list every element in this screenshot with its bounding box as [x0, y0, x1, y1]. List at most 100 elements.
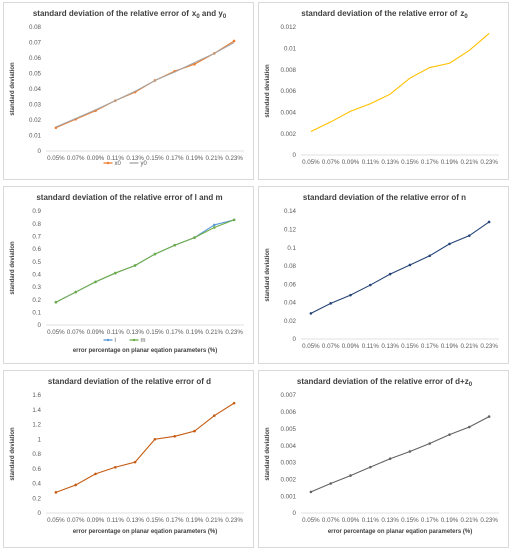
- c1-title-part-1: 0: [464, 14, 468, 20]
- c1-xtick-label: 0.17%: [421, 159, 439, 166]
- c4-xtick-label: 0.09%: [87, 517, 105, 524]
- c1-title-main: standard deviation of the relative error…: [301, 9, 457, 18]
- c5-xtick-label: 0.19%: [441, 517, 459, 524]
- chart-z0-svg: standard deviation of the relative error…: [265, 9, 499, 166]
- c1-xtick-label: 0.11%: [362, 159, 380, 166]
- c5-series-0-point: [329, 482, 332, 485]
- c5-series-0-point: [448, 433, 451, 436]
- c3-xtick-label: 0.17%: [421, 343, 439, 350]
- c0-ytick-label: 0: [38, 148, 42, 155]
- c1-ytick-label: 0.006: [281, 88, 297, 95]
- c0-ytick-label: 0.06: [29, 55, 42, 62]
- c5-title-part-0: 0: [469, 382, 473, 388]
- c2-series-1-point: [114, 271, 117, 275]
- c0-ytick-label: 0.05: [29, 71, 42, 78]
- c0-ytick-label: 0.07: [29, 40, 42, 47]
- c2-ytick-label: 0.9: [32, 208, 41, 215]
- c0-ytick-label: 0.01: [29, 133, 42, 140]
- c2-series-1-point: [153, 252, 157, 256]
- c1-series-0-line: [310, 32, 490, 133]
- c0-title-part-3: 0: [223, 14, 227, 20]
- c0-y-axis-label: standard deviation: [10, 62, 16, 116]
- c5-series-0-point: [428, 442, 431, 445]
- c2-xtick-label: 0.17%: [166, 329, 184, 336]
- chart-panel-d: standard deviation of the relative error…: [3, 370, 254, 548]
- c3-ytick-label: 0.02: [284, 318, 297, 325]
- c4-ytick-label: 1.2: [32, 422, 41, 429]
- c0-ytick-label: 0.04: [29, 86, 42, 93]
- c5-xtick-label: 0.21%: [461, 517, 479, 524]
- c4-xtick-label: 0.17%: [166, 517, 184, 524]
- c2-title-main: standard deviation of the relative error…: [36, 193, 222, 202]
- c2-ytick-label: 0.5: [32, 259, 41, 266]
- c0-xtick-label: 0.09%: [87, 155, 105, 162]
- c5-ytick-label: 0.002: [281, 476, 297, 483]
- c0-xtick-label: 0.17%: [166, 155, 184, 162]
- chart-panel-z0: standard deviation of the relative error…: [258, 2, 509, 180]
- c2-series-1-point: [173, 243, 176, 247]
- c4-xtick-label: 0.23%: [225, 517, 243, 524]
- c5-xtick-label: 0.13%: [381, 517, 399, 524]
- c2-ytick-label: 0.7: [32, 234, 41, 241]
- c2-series-1-point: [74, 290, 77, 294]
- c2-series-1-point: [94, 280, 97, 284]
- c0-xtick-label: 0.07%: [67, 155, 85, 162]
- chart-panel-x0-y0: standard deviation of the relative error…: [3, 2, 254, 180]
- c2-ytick-label: 0.4: [32, 272, 41, 279]
- chart-x0-y0-svg: standard deviation of the relative error…: [10, 9, 244, 167]
- c3-series-0-line: [310, 221, 490, 314]
- c3-xtick-label: 0.23%: [480, 343, 498, 350]
- c4-x-axis-label: error percentage on planar eqation param…: [73, 529, 217, 535]
- c2-series-1-point: [193, 236, 196, 239]
- c4-ytick-label: 0: [38, 510, 42, 517]
- c1-xtick-label: 0.09%: [342, 159, 360, 166]
- c5-series-0-point: [487, 415, 491, 418]
- c1-title: standard deviation of the relative error…: [301, 9, 468, 20]
- c3-series-0-point: [428, 254, 431, 258]
- c5-xtick-label: 0.23%: [480, 517, 498, 524]
- c3-ytick-label: 0: [293, 336, 297, 343]
- c3-xtick-label: 0.15%: [401, 343, 419, 350]
- chart-n-svg: standard deviation of the relative error…: [265, 193, 499, 350]
- c3-xtick-label: 0.21%: [461, 343, 479, 350]
- c0-xtick-label: 0.13%: [126, 155, 144, 162]
- c5-ytick-label: 0: [293, 510, 297, 517]
- c3-series-0-point: [309, 312, 313, 315]
- c4-ytick-label: 1.4: [32, 407, 41, 414]
- c1-y-axis-label: standard deviation: [265, 64, 271, 118]
- c2-xtick-label: 0.07%: [67, 329, 85, 336]
- c2-series-0-line: [55, 219, 235, 303]
- c3-series-0-point: [468, 234, 471, 237]
- c2-series-1-point: [133, 264, 137, 267]
- c5-series-0-point: [309, 490, 313, 494]
- c4-ytick-label: 0.4: [32, 481, 41, 488]
- c4-xtick-label: 0.05%: [47, 517, 65, 524]
- c2-title: standard deviation of the relative error…: [36, 193, 222, 202]
- c2-series-1-point: [54, 300, 58, 304]
- c0-legend-marker-0: [106, 161, 110, 165]
- c3-xtick-label: 0.09%: [342, 343, 360, 350]
- c2-series-1-line: [55, 219, 235, 303]
- c4-series-0-point: [173, 435, 176, 438]
- c1-ytick-label: 0.008: [281, 67, 297, 74]
- c0-ytick-label: 0.08: [29, 24, 42, 31]
- c0-title: standard deviation of the relative error…: [33, 9, 227, 20]
- c1-xtick-label: 0.15%: [401, 159, 419, 166]
- c4-series-0-point: [232, 401, 236, 405]
- c5-x-axis-label: error percentage on planar eqation param…: [328, 529, 472, 535]
- c1-ytick-label: 0.012: [281, 24, 297, 31]
- c2-ytick-label: 0.8: [32, 221, 41, 228]
- chart-panel-l-m: standard deviation of the relative error…: [3, 186, 254, 364]
- c5-title: standard deviation of the relative error…: [297, 377, 473, 388]
- c5-series-0-point: [388, 457, 392, 461]
- c2-xtick-label: 0.15%: [146, 329, 164, 336]
- c2-xtick-label: 0.11%: [107, 329, 125, 336]
- c2-ytick-label: 0: [38, 322, 42, 329]
- c4-title-main: standard deviation of the relative error…: [48, 377, 211, 386]
- c3-series-0-point: [388, 272, 392, 276]
- c3-series-0-point: [349, 293, 352, 297]
- c0-xtick-label: 0.15%: [146, 155, 164, 162]
- c2-ytick-label: 0.1: [32, 310, 41, 317]
- c4-ytick-label: 0.2: [32, 495, 41, 502]
